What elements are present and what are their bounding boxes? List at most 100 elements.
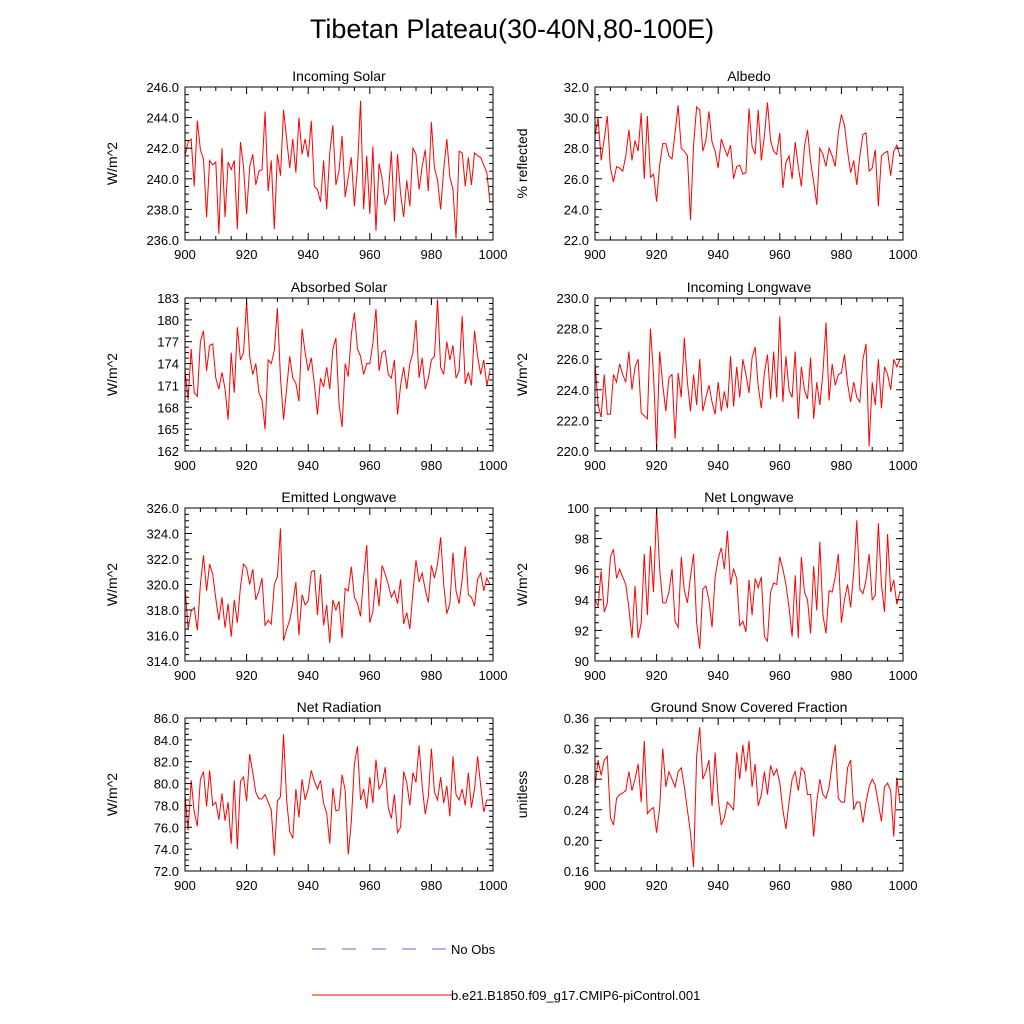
panel-6-ytick-label: 76.0 bbox=[154, 820, 179, 835]
panel-0-xtick-label: 900 bbox=[174, 247, 196, 262]
panel-6-ytick-label: 78.0 bbox=[154, 798, 179, 813]
panel-7-title: Ground Snow Covered Fraction bbox=[651, 699, 848, 715]
panel-0-frame bbox=[184, 86, 494, 241]
panel-7-ytick-label: 0.20 bbox=[564, 833, 589, 848]
panel-2-frame bbox=[184, 297, 494, 452]
panel-3-series-line bbox=[594, 316, 901, 448]
panel-1-xtick-label: 940 bbox=[707, 247, 729, 262]
panel-5-ytick-label: 94 bbox=[575, 593, 589, 608]
panel-4-series-line bbox=[184, 528, 491, 644]
panel-1-ytick-label: 30.0 bbox=[564, 111, 589, 126]
panel-0-xtick-label: 1000 bbox=[479, 247, 508, 262]
panel-1-xtick-label: 1000 bbox=[889, 247, 918, 262]
panel-0-xtick-label: 980 bbox=[421, 247, 443, 262]
panel-1-ytick-label: 28.0 bbox=[564, 141, 589, 156]
panel-7-xtick-label: 1000 bbox=[889, 878, 918, 893]
panel-5-series-line bbox=[594, 507, 901, 649]
panel-0-ytick-label: 240.0 bbox=[146, 172, 179, 187]
panel-6-xtick-label: 960 bbox=[359, 878, 381, 893]
panel-7-xtick-label: 940 bbox=[707, 878, 729, 893]
panel-5-xtick-label: 1000 bbox=[889, 668, 918, 683]
panel-6-ytick-label: 86.0 bbox=[154, 711, 179, 726]
panel-4-xtick-label: 920 bbox=[236, 668, 258, 683]
panel-2-series-line bbox=[184, 299, 491, 430]
panel-3-ylabel: W/m^2 bbox=[514, 353, 530, 396]
panel-3-frame bbox=[594, 297, 904, 452]
panel-0-ylabel: W/m^2 bbox=[104, 142, 120, 185]
panel-7-ytick-label: 0.36 bbox=[564, 711, 589, 726]
panel-6-title: Net Radiation bbox=[297, 699, 382, 715]
panel-4-ytick-label: 324.0 bbox=[146, 527, 179, 542]
panel-0-xtick-label: 920 bbox=[236, 247, 258, 262]
panel-7-ytick-label: 0.32 bbox=[564, 742, 589, 757]
panel-4-frame bbox=[184, 507, 494, 662]
panel-6-xtick-label: 900 bbox=[174, 878, 196, 893]
panel-2-ytick-label: 165 bbox=[157, 422, 179, 437]
panel-7-xtick-label: 980 bbox=[831, 878, 853, 893]
panel-3-xtick-label: 900 bbox=[584, 458, 606, 473]
panel-7-series-line bbox=[594, 727, 901, 868]
panel-7-ytick-label: 0.16 bbox=[564, 864, 589, 879]
panel-4-ytick-label: 314.0 bbox=[146, 654, 179, 669]
panel-6-ytick-label: 84.0 bbox=[154, 733, 179, 748]
panel-0-xtick-label: 960 bbox=[359, 247, 381, 262]
panel-1-xtick-label: 980 bbox=[831, 247, 853, 262]
panel-0-series-line bbox=[184, 100, 491, 239]
panel-7-xtick-label: 900 bbox=[584, 878, 606, 893]
panel-5-ytick-label: 96 bbox=[575, 562, 589, 577]
panel-7-ytick-label: 0.28 bbox=[564, 772, 589, 787]
panel-1-xtick-label: 920 bbox=[646, 247, 668, 262]
panel-2-xtick-label: 980 bbox=[421, 458, 443, 473]
panel-3-ytick-label: 224.0 bbox=[556, 383, 589, 398]
panel-3-ytick-label: 228.0 bbox=[556, 322, 589, 337]
panel-5-title: Net Longwave bbox=[704, 489, 794, 505]
panel-2-xtick-label: 1000 bbox=[479, 458, 508, 473]
panel-3-ytick-label: 230.0 bbox=[556, 291, 589, 306]
panel-4-title: Emitted Longwave bbox=[281, 489, 396, 505]
legend-model-label: b.e21.B1850.f09_g17.CMIP6-piControl.001 bbox=[451, 988, 700, 1003]
panel-3-ytick-label: 220.0 bbox=[556, 444, 589, 459]
panel-0-ytick-label: 238.0 bbox=[146, 202, 179, 217]
panel-3-title: Incoming Longwave bbox=[687, 279, 812, 295]
panel-4-ytick-label: 318.0 bbox=[146, 603, 179, 618]
panel-1-ytick-label: 24.0 bbox=[564, 202, 589, 217]
panel-3-xtick-label: 920 bbox=[646, 458, 668, 473]
panel-2-ytick-label: 180 bbox=[157, 313, 179, 328]
panel-6-xtick-label: 980 bbox=[421, 878, 443, 893]
panel-0-ytick-label: 236.0 bbox=[146, 233, 179, 248]
panel-1-title: Albedo bbox=[727, 68, 771, 84]
panel-6-ytick-label: 74.0 bbox=[154, 842, 179, 857]
panel-5-ytick-label: 90 bbox=[575, 654, 589, 669]
panel-2-xtick-label: 940 bbox=[297, 458, 319, 473]
panel-1-xtick-label: 960 bbox=[769, 247, 791, 262]
panel-4-xtick-label: 960 bbox=[359, 668, 381, 683]
panel-1-series-line bbox=[594, 102, 901, 221]
panel-2-ytick-label: 168 bbox=[157, 400, 179, 415]
panel-2-ylabel: W/m^2 bbox=[104, 353, 120, 396]
panel-3-xtick-label: 960 bbox=[769, 458, 791, 473]
legend-obs-label: No Obs bbox=[451, 942, 496, 957]
panel-4-xtick-label: 980 bbox=[421, 668, 443, 683]
panel-2-ytick-label: 177 bbox=[157, 335, 179, 350]
panel-2-title: Absorbed Solar bbox=[291, 279, 388, 295]
panel-5-xtick-label: 940 bbox=[707, 668, 729, 683]
panel-3-xtick-label: 940 bbox=[707, 458, 729, 473]
panel-1-xtick-label: 900 bbox=[584, 247, 606, 262]
panel-4-xtick-label: 1000 bbox=[479, 668, 508, 683]
panel-6-ylabel: W/m^2 bbox=[104, 773, 120, 816]
panel-0-xtick-label: 940 bbox=[297, 247, 319, 262]
panel-2-ytick-label: 171 bbox=[157, 378, 179, 393]
panel-2-xtick-label: 900 bbox=[174, 458, 196, 473]
panel-7-xtick-label: 920 bbox=[646, 878, 668, 893]
panel-4-ytick-label: 322.0 bbox=[146, 552, 179, 567]
panel-6-ytick-label: 72.0 bbox=[154, 864, 179, 879]
panel-3-ytick-label: 226.0 bbox=[556, 352, 589, 367]
panel-1-ytick-label: 22.0 bbox=[564, 233, 589, 248]
figure-title: Tibetan Plateau(30-40N,80-100E) bbox=[309, 14, 715, 44]
panel-6-xtick-label: 920 bbox=[236, 878, 258, 893]
panel-5-ylabel: W/m^2 bbox=[514, 563, 530, 606]
panel-1-ytick-label: 32.0 bbox=[564, 80, 589, 95]
panel-0-ytick-label: 242.0 bbox=[146, 141, 179, 156]
